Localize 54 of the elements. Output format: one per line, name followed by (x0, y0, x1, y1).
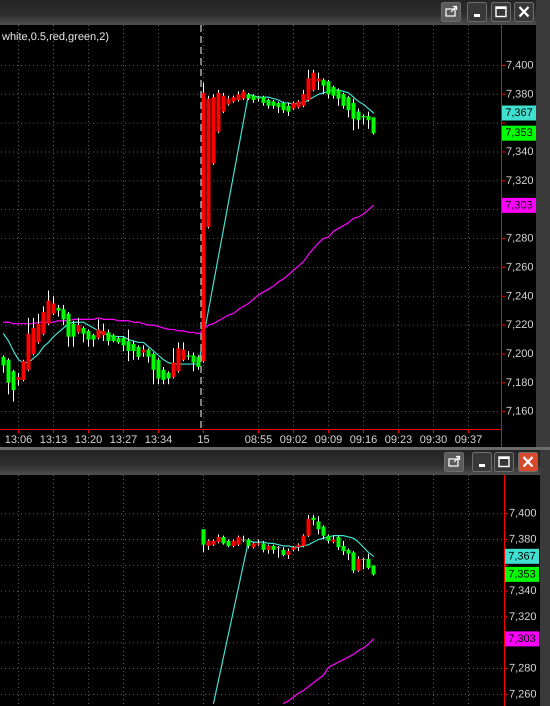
y-tick-label: 7,340 (509, 585, 537, 598)
annotation: 7,303 (508, 632, 536, 645)
candlestick (142, 344, 146, 358)
annotation: white,0.5,red,green,2) (1, 31, 110, 43)
line-series (282, 638, 374, 704)
y-tick-label: 7,260 (509, 688, 537, 700)
y-tick-label: 7,340 (506, 146, 534, 158)
annotation: 7,303 (505, 199, 533, 212)
x-tick-label: 13:27 (110, 434, 138, 446)
y-tick-label: 7,280 (506, 232, 534, 245)
annotation: 7,367 (508, 550, 536, 562)
candlestick (326, 534, 330, 544)
x-tick-label: 13:13 (40, 434, 68, 446)
x-tick-label: 13:06 (4, 434, 32, 446)
candlestick (202, 528, 206, 553)
annotation: 7,353 (505, 127, 533, 140)
y-tick-label: 7,160 (506, 406, 534, 418)
x-tick-label: 09:23 (384, 434, 412, 446)
y-tick-label: 7,400 (506, 59, 534, 72)
y-tick-label: 7,320 (506, 174, 534, 187)
candlestick (262, 540, 266, 553)
annotation: 7,353 (508, 568, 536, 580)
candlestick (356, 556, 360, 572)
x-tick-label: 08:55 (244, 434, 272, 446)
x-tick-label: 09:02 (280, 434, 308, 446)
y-tick-label: 7,400 (509, 508, 537, 520)
candlestick (272, 544, 276, 554)
y-tick-label: 7,380 (509, 534, 537, 546)
y-tick-label: 7,380 (506, 88, 534, 100)
y-tick-label: 7,260 (506, 261, 534, 274)
x-tick-label: 09:30 (420, 434, 448, 446)
candlestick (276, 545, 280, 558)
x-tick-label: 13:20 (74, 434, 102, 446)
candlestick (246, 538, 250, 550)
x-tick-label: 15 (197, 434, 210, 446)
candlestick (266, 544, 270, 554)
y-tick-label: 7,240 (506, 290, 534, 302)
y-tick-label: 7,280 (509, 662, 537, 675)
x-tick-label: 09:16 (350, 434, 378, 446)
candlestick (312, 514, 316, 526)
y-tick-label: 7,320 (509, 610, 537, 623)
candlestick (282, 546, 286, 557)
y-tick-label: 7,180 (506, 376, 534, 389)
x-tick-label: 09:37 (454, 434, 482, 446)
x-tick-label: 13:34 (144, 434, 172, 446)
y-tick-label: 7,220 (506, 319, 534, 332)
line-series (212, 535, 374, 704)
candlestick (362, 557, 366, 570)
candlestick (306, 514, 310, 538)
candlestick (76, 317, 80, 334)
x-tick-label: 09:09 (314, 434, 342, 446)
annotation: 7,367 (505, 107, 533, 120)
candlestick (286, 548, 290, 560)
y-tick-label: 7,200 (506, 348, 534, 360)
